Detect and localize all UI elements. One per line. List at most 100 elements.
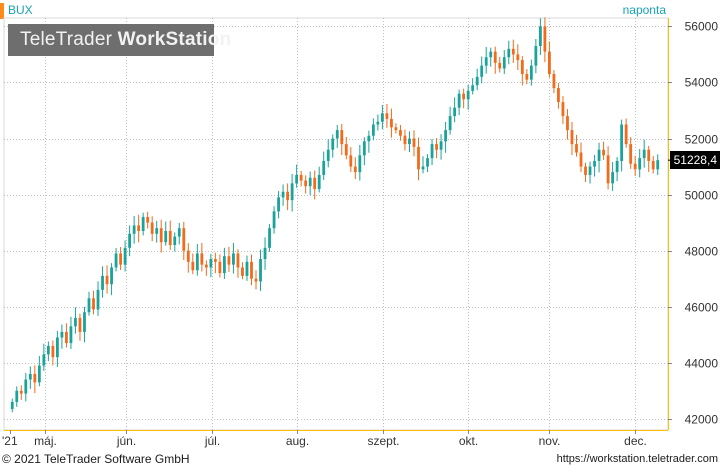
candle-body: [611, 172, 615, 184]
candle-body: [191, 261, 195, 271]
candle-body: [516, 54, 520, 61]
candle-body: [453, 107, 457, 117]
candle-body: [304, 180, 308, 187]
candle-body: [119, 253, 122, 265]
candle-body: [159, 228, 163, 243]
candle-body: [286, 191, 290, 201]
candle-body: [236, 253, 240, 268]
candle-body: [426, 158, 429, 167]
candle-body: [105, 275, 109, 285]
y-tick-label: 50000: [685, 189, 719, 203]
x-tick-label: szept.: [367, 434, 399, 448]
candle-body: [552, 74, 556, 89]
candle-body: [24, 379, 28, 394]
candle-body: [633, 163, 637, 170]
candle-body: [69, 326, 73, 344]
candle-body: [430, 144, 434, 159]
candle-body: [602, 149, 605, 156]
candle-body: [299, 174, 303, 181]
candle-body: [566, 116, 569, 131]
copyright-text: © 2021 TeleTrader Software GmbH: [2, 452, 190, 466]
y-tick-label: 56000: [685, 20, 719, 34]
candle-body: [232, 253, 235, 265]
candle-body: [480, 65, 484, 77]
candle-body: [250, 261, 253, 279]
candle-body: [173, 236, 177, 246]
candle-body: [83, 312, 86, 332]
candle-body: [290, 183, 294, 201]
candle-body: [417, 146, 420, 170]
candle-body: [331, 138, 335, 150]
candle-body: [606, 155, 610, 184]
candle-body: [629, 144, 633, 164]
y-tick-label: 54000: [685, 76, 719, 90]
candle-body: [42, 354, 46, 366]
candle-body: [385, 113, 389, 119]
candle-body: [155, 228, 159, 234]
candle-body: [620, 124, 624, 161]
candle-body: [123, 247, 127, 265]
plot-area: [3, 17, 669, 431]
candle-body: [92, 298, 95, 310]
candle-body: [421, 166, 425, 170]
last-price-box: 51228,4: [670, 151, 720, 170]
candle-body: [141, 216, 145, 232]
x-tick-label: júl.: [204, 434, 220, 448]
candle-body: [466, 90, 470, 100]
candle-body: [475, 76, 479, 86]
candle-body: [10, 401, 14, 409]
candle-body: [19, 390, 23, 394]
candle-body: [128, 233, 132, 248]
candle-body: [624, 124, 628, 145]
candle-body: [412, 138, 416, 147]
y-tick-label: 42000: [685, 413, 719, 427]
y-tick-label: 48000: [685, 245, 719, 259]
candle-body: [344, 144, 348, 156]
candle-body: [101, 275, 104, 290]
candle-body: [186, 250, 190, 262]
candle-body: [444, 130, 447, 142]
candle-body: [223, 256, 226, 274]
x-tick-label: dec.: [624, 434, 647, 448]
candle-body: [642, 149, 646, 159]
website-link[interactable]: https://workstation.teletrader.com: [556, 453, 718, 465]
candle-body: [376, 121, 380, 125]
x-tick-label: nov.: [539, 434, 561, 448]
candle-body: [263, 247, 267, 260]
candle-body: [268, 228, 271, 248]
candle-body: [177, 228, 181, 237]
candle-body: [60, 331, 64, 338]
candle-body: [575, 144, 578, 153]
candle-body: [439, 141, 443, 150]
candle-body: [295, 174, 299, 184]
candle-body: [254, 278, 258, 282]
brand-watermark: TeleTrader WorkStation: [8, 24, 231, 56]
candle-body: [349, 155, 353, 167]
candle-body: [507, 48, 511, 58]
candle-body: [435, 144, 438, 150]
candle-body: [37, 365, 41, 383]
candle-body: [462, 93, 466, 100]
symbol-label[interactable]: BUX: [8, 3, 33, 17]
candle-body: [114, 253, 118, 268]
candle-body: [511, 48, 515, 55]
candle-body: [579, 152, 583, 167]
candle-body: [615, 160, 619, 173]
x-tick-label: jún.: [116, 434, 136, 448]
candle-body: [195, 253, 199, 271]
candle-body: [137, 225, 141, 232]
brand-bold: WorkStation: [117, 29, 232, 50]
candle-body: [227, 256, 231, 265]
candle-body: [561, 102, 565, 117]
candle-body: [87, 298, 91, 313]
candle-body: [353, 166, 357, 173]
x-tick-label: okt.: [459, 434, 478, 448]
candle-body: [281, 191, 285, 198]
period-label[interactable]: naponta: [622, 3, 666, 17]
candle-body: [164, 231, 168, 243]
candle-body: [132, 225, 136, 234]
candle-body: [380, 113, 384, 122]
candle-body: [358, 155, 362, 173]
candle-body: [33, 373, 37, 383]
